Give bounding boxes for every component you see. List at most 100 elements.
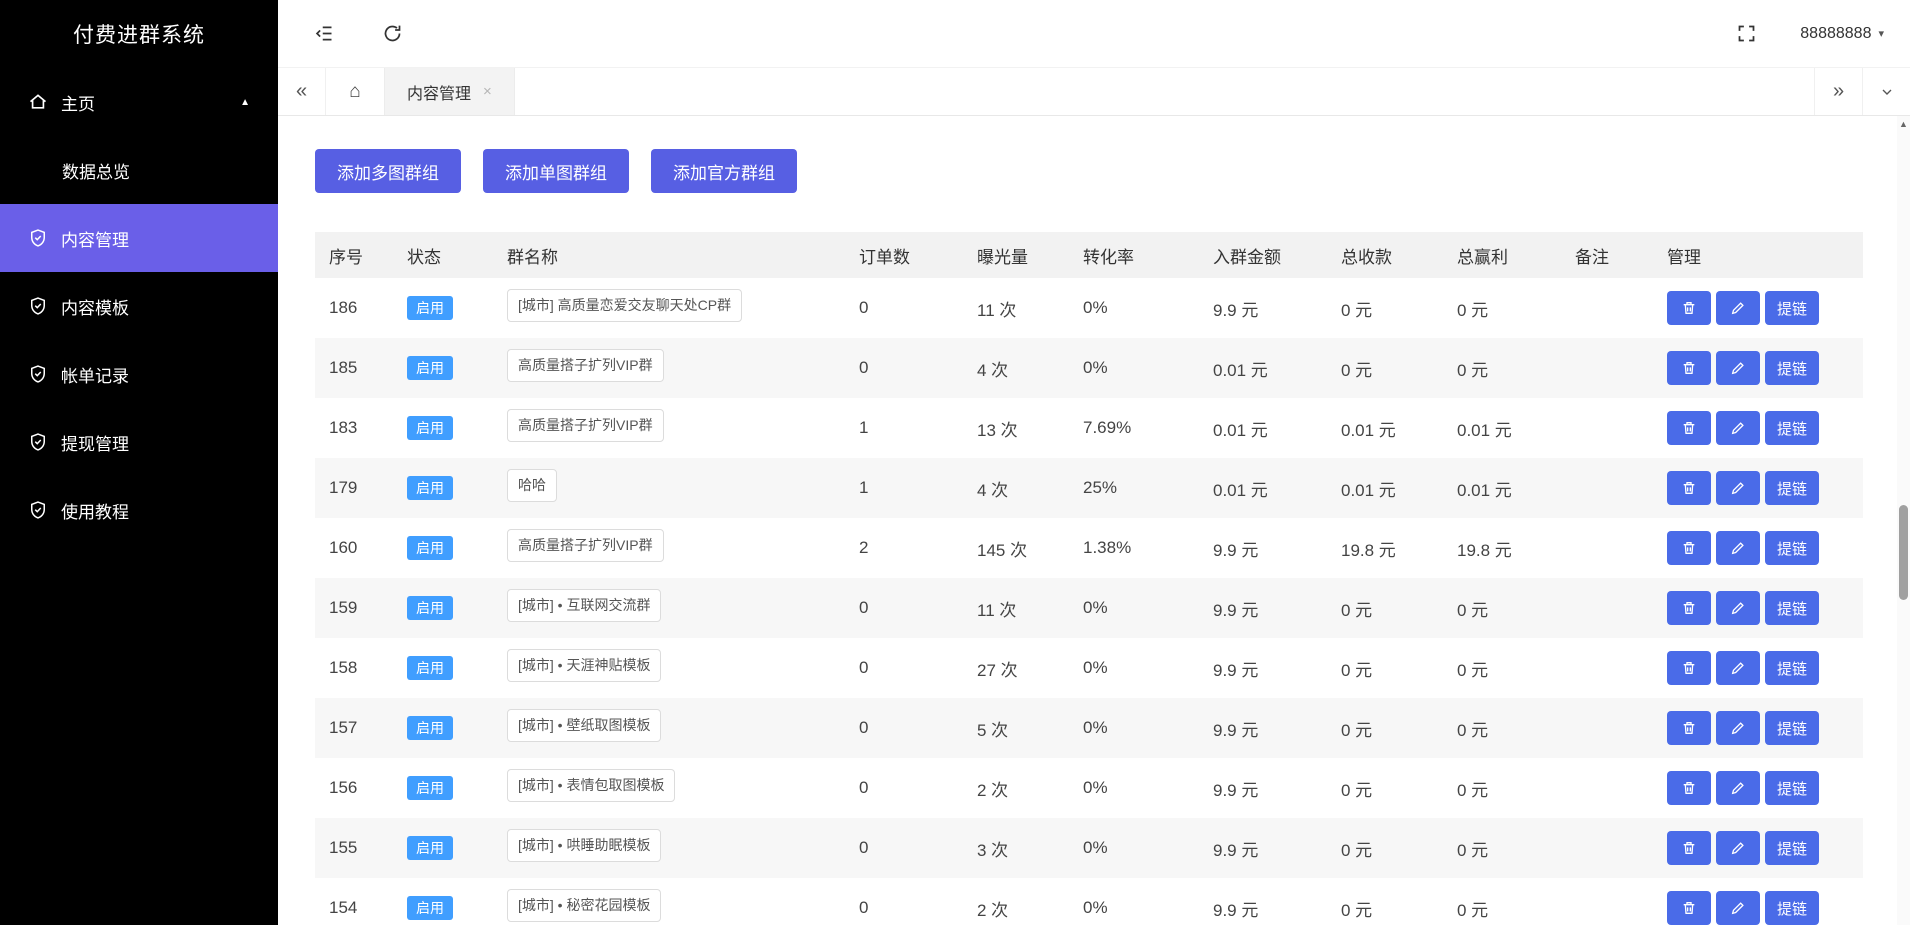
tabs-menu-button[interactable] — [1862, 68, 1910, 115]
refresh-icon — [384, 25, 400, 42]
delete-button[interactable] — [1667, 891, 1711, 925]
row-conversion-cell: 0% — [1083, 298, 1108, 317]
edit-button[interactable] — [1716, 471, 1760, 505]
row-actions-cell: 提链 — [1653, 278, 1863, 338]
edit-button[interactable] — [1716, 591, 1760, 625]
delete-button[interactable] — [1667, 771, 1711, 805]
column-header: 转化率 — [1069, 232, 1199, 278]
app-title: 付费进群系统 — [73, 24, 205, 47]
scroll-up-arrow[interactable]: ▲ — [1899, 119, 1908, 129]
close-icon[interactable]: × — [483, 83, 492, 100]
get-link-button[interactable]: 提链 — [1765, 411, 1820, 445]
row-profit-cell: 0 元 — [1457, 780, 1489, 800]
row-name-cell: 高质量搭子扩列VIP群 — [493, 398, 845, 458]
add-group-button[interactable]: 添加官方群组 — [651, 149, 797, 193]
row-actions-cell: 提链 — [1653, 758, 1863, 818]
sidebar-item[interactable]: 帐单记录 — [0, 340, 278, 408]
row-amount-cell: 0.01 元 — [1213, 360, 1268, 380]
row-orders-cell: 1 — [859, 478, 869, 497]
delete-button[interactable] — [1667, 291, 1711, 325]
row-orders-cell: 0 — [859, 838, 869, 857]
row-id-cell: 159 — [329, 598, 358, 617]
add-group-button[interactable]: 添加单图群组 — [483, 149, 629, 193]
get-link-button[interactable]: 提链 — [1765, 591, 1820, 625]
scrollbar[interactable]: ▲ — [1897, 116, 1910, 925]
row-status-cell: 启用 — [393, 278, 493, 338]
add-group-button[interactable]: 添加多图群组 — [315, 149, 461, 193]
edit-button[interactable] — [1716, 351, 1760, 385]
refresh-button[interactable] — [372, 14, 412, 54]
row-amount-cell: 9.9 元 — [1213, 840, 1259, 860]
row-profit-cell: 0.01 元 — [1457, 480, 1512, 500]
get-link-button[interactable]: 提链 — [1765, 831, 1820, 865]
get-link-button[interactable]: 提链 — [1765, 291, 1820, 325]
get-link-button[interactable]: 提链 — [1765, 891, 1820, 925]
edit-button[interactable] — [1716, 291, 1760, 325]
sidebar-toggle-button[interactable] — [304, 14, 344, 54]
sidebar-item[interactable]: 主页 ▲ — [0, 68, 278, 136]
status-badge: 启用 — [407, 296, 453, 320]
status-badge: 启用 — [407, 536, 453, 560]
row-conversion-cell: 0% — [1083, 718, 1108, 737]
fullscreen-button[interactable] — [1726, 14, 1766, 54]
row-orders-cell: 0 — [859, 358, 869, 377]
row-actions-cell: 提链 — [1653, 818, 1863, 878]
edit-button[interactable] — [1716, 411, 1760, 445]
row-exposure-cell: 4 次 — [977, 360, 1009, 380]
tab-content-management[interactable]: 内容管理 × — [384, 68, 515, 115]
shield-check-icon — [28, 432, 48, 452]
row-conversion-cell: 0% — [1083, 658, 1108, 677]
home-tab[interactable]: ⌂ — [326, 68, 384, 115]
status-badge: 启用 — [407, 356, 453, 380]
get-link-button[interactable]: 提链 — [1765, 711, 1820, 745]
column-header: 群名称 — [493, 232, 845, 278]
delete-button[interactable] — [1667, 651, 1711, 685]
get-link-button[interactable]: 提链 — [1765, 531, 1820, 565]
user-menu[interactable]: 88888888 ▾ — [1800, 25, 1884, 43]
sidebar-item[interactable]: 使用教程 — [0, 476, 278, 544]
group-name: [城市] • 秘密花园模板 — [507, 889, 662, 922]
delete-button[interactable] — [1667, 531, 1711, 565]
row-exposure-cell: 13 次 — [977, 420, 1018, 440]
edit-button[interactable] — [1716, 771, 1760, 805]
get-link-button[interactable]: 提链 — [1765, 351, 1820, 385]
row-profit-cell: 0.01 元 — [1457, 420, 1512, 440]
delete-button[interactable] — [1667, 351, 1711, 385]
get-link-button[interactable]: 提链 — [1765, 651, 1820, 685]
row-received-cell: 0 元 — [1341, 780, 1373, 800]
sidebar-item[interactable]: 提现管理 — [0, 408, 278, 476]
row-id-cell: 179 — [329, 478, 358, 497]
row-exposure-cell: 4 次 — [977, 480, 1009, 500]
scrollbar-thumb[interactable] — [1899, 505, 1908, 600]
delete-button[interactable] — [1667, 591, 1711, 625]
delete-button[interactable] — [1667, 411, 1711, 445]
delete-button[interactable] — [1667, 471, 1711, 505]
delete-button[interactable] — [1667, 831, 1711, 865]
edit-button[interactable] — [1716, 831, 1760, 865]
edit-button[interactable] — [1716, 711, 1760, 745]
edit-button[interactable] — [1716, 651, 1760, 685]
row-name-cell: [城市] • 秘密花园模板 — [493, 878, 845, 925]
sidebar-item[interactable]: 内容模板 — [0, 272, 278, 340]
row-profit-cell: 19.8 元 — [1457, 540, 1512, 560]
edit-button[interactable] — [1716, 891, 1760, 925]
edit-button[interactable] — [1716, 531, 1760, 565]
row-note-cell — [1561, 398, 1653, 458]
tabs-scroll-right-button[interactable]: » — [1814, 68, 1862, 115]
tabs-scroll-left-button[interactable]: « — [278, 68, 326, 115]
sidebar-item[interactable]: 数据总览 — [0, 136, 278, 204]
delete-button[interactable] — [1667, 711, 1711, 745]
row-amount-cell: 9.9 元 — [1213, 900, 1259, 920]
row-status-cell: 启用 — [393, 458, 493, 518]
sidebar: 付费进群系统 主页 ▲ 数据总览 内容管理 内容模板 帐单记录 提现管理 使用教程 — [0, 0, 278, 925]
get-link-button[interactable]: 提链 — [1765, 771, 1820, 805]
get-link-button[interactable]: 提链 — [1765, 471, 1820, 505]
sidebar-item[interactable]: 内容管理 — [0, 204, 278, 272]
row-id-cell: 185 — [329, 358, 358, 377]
row-conversion-cell: 1.38% — [1083, 538, 1132, 557]
table-row: 179 启用 哈哈 1 4 次 25% 0.01 元 0.01 元 0.01 元 提链 — [315, 458, 1863, 518]
sidebar-menu: 主页 ▲ 数据总览 内容管理 内容模板 帐单记录 提现管理 使用教程 — [0, 68, 278, 544]
row-profit-cell: 0 元 — [1457, 660, 1489, 680]
row-actions-cell: 提链 — [1653, 878, 1863, 925]
row-name-cell: [城市] • 表情包取图模板 — [493, 758, 845, 818]
